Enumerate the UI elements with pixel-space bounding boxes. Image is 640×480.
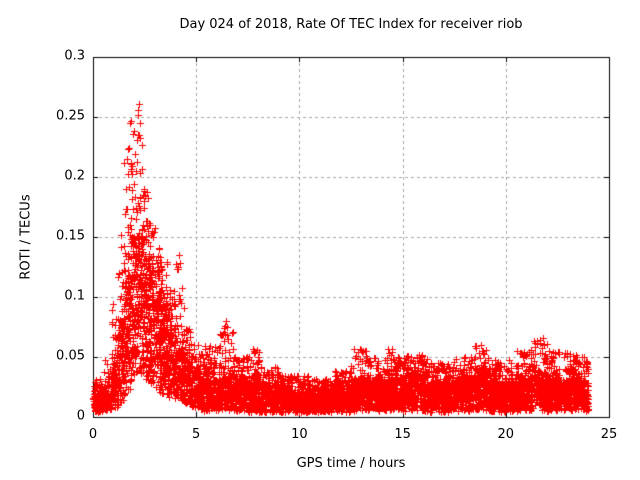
y-tick-label: 0.25 bbox=[56, 108, 85, 124]
y-tick-label: 0.05 bbox=[56, 348, 85, 364]
y-tick-label: 0.2 bbox=[64, 168, 85, 184]
x-tick-label: 20 bbox=[497, 427, 515, 442]
y-tick-label: 0.1 bbox=[64, 288, 85, 304]
x-axis-label: GPS time / hours bbox=[296, 456, 406, 471]
y-tick-label: 0.15 bbox=[56, 228, 85, 244]
x-tick-label: 15 bbox=[394, 427, 411, 442]
x-tick-label: 0 bbox=[88, 427, 98, 442]
chart-title: Day 024 of 2018, Rate Of TEC Index for r… bbox=[179, 17, 523, 32]
y-tick-label: 0 bbox=[76, 408, 85, 424]
y-tick-label: 0.3 bbox=[64, 48, 85, 64]
x-tick-label: 25 bbox=[600, 427, 618, 442]
x-tick-label: 10 bbox=[291, 427, 308, 442]
x-tick-label: 5 bbox=[192, 427, 201, 442]
